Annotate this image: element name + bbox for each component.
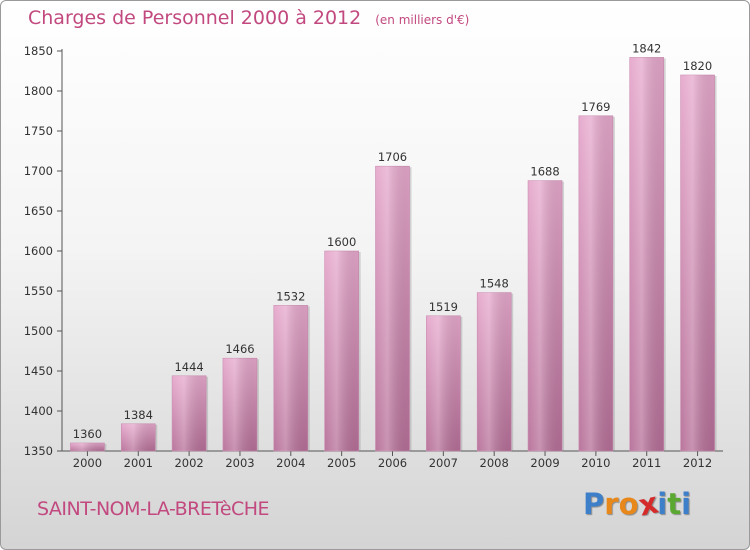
x-tick-label: 2010 bbox=[581, 456, 610, 470]
data-label: 1842 bbox=[632, 41, 661, 55]
logo-letter: t bbox=[667, 487, 681, 521]
x-tick-label: 2000 bbox=[73, 456, 102, 470]
x-tick-label: 2011 bbox=[632, 456, 661, 470]
bars-group bbox=[70, 57, 716, 451]
y-tick-label: 1700 bbox=[24, 164, 53, 178]
bar-shine bbox=[630, 57, 664, 451]
y-tick-label: 1850 bbox=[24, 44, 53, 58]
data-label: 1384 bbox=[124, 408, 153, 422]
y-tick-label: 1550 bbox=[24, 284, 53, 298]
bar-shine bbox=[528, 181, 562, 451]
y-tick-label: 1600 bbox=[24, 244, 53, 258]
bar-shine bbox=[681, 75, 715, 451]
y-tick-label: 1750 bbox=[24, 124, 53, 138]
y-tick-label: 1800 bbox=[24, 84, 53, 98]
bar-shine bbox=[70, 443, 104, 451]
bar-chart: 1350 1400 1450 1500 1550 1600 1650 1700 1750 1800… bbox=[1, 1, 750, 550]
x-tick-label: 2001 bbox=[124, 456, 153, 470]
axes: 1350 1400 1450 1500 1550 1600 1650 1700 1750 1800… bbox=[24, 44, 723, 458]
bar-shine bbox=[274, 305, 308, 451]
data-label: 1519 bbox=[429, 300, 458, 314]
data-label: 1532 bbox=[276, 289, 305, 303]
x-tick-label: 2008 bbox=[480, 456, 509, 470]
logo-letter: r bbox=[604, 487, 618, 521]
data-label: 1600 bbox=[327, 235, 356, 249]
y-tick-label: 1450 bbox=[24, 364, 53, 378]
data-label: 1444 bbox=[174, 360, 203, 374]
logo-letter: P bbox=[583, 487, 604, 521]
data-label: 1706 bbox=[378, 150, 407, 164]
data-label: 1466 bbox=[225, 342, 254, 356]
bar-shine bbox=[376, 166, 410, 451]
bar-shine bbox=[121, 424, 155, 451]
y-tick-label: 1350 bbox=[24, 444, 53, 458]
data-label: 1769 bbox=[581, 100, 610, 114]
proxiti-logo: Proxiti bbox=[583, 487, 691, 521]
x-tick-label: 2004 bbox=[276, 456, 305, 470]
x-tick-label: 2009 bbox=[530, 456, 559, 470]
x-tick-label: 2006 bbox=[378, 456, 407, 470]
location-name: SAINT-NOM-LA-BRETèCHE bbox=[37, 498, 269, 520]
data-label: 1688 bbox=[530, 165, 559, 179]
x-tick-label: 2012 bbox=[683, 456, 712, 470]
y-tick-label: 1400 bbox=[24, 404, 53, 418]
x-tick-label: 2003 bbox=[225, 456, 254, 470]
bar-shine bbox=[477, 293, 511, 451]
bar-shine bbox=[172, 376, 206, 451]
bar-shine bbox=[223, 358, 257, 451]
x-tick-label: 2007 bbox=[429, 456, 458, 470]
bar-shine bbox=[579, 116, 613, 451]
y-tick-label: 1650 bbox=[24, 204, 53, 218]
y-tick-label: 1500 bbox=[24, 324, 53, 338]
bar-shine bbox=[325, 251, 359, 451]
logo-letter: i bbox=[681, 487, 691, 521]
data-label: 1360 bbox=[73, 427, 102, 441]
data-label: 1820 bbox=[683, 59, 712, 73]
bar-shine bbox=[426, 316, 460, 451]
chart-frame: Charges de Personnel 2000 à 2012 (en mill… bbox=[0, 0, 750, 550]
x-tick-label: 2005 bbox=[327, 456, 356, 470]
x-tick-label: 2002 bbox=[174, 456, 203, 470]
data-label: 1548 bbox=[480, 277, 509, 291]
